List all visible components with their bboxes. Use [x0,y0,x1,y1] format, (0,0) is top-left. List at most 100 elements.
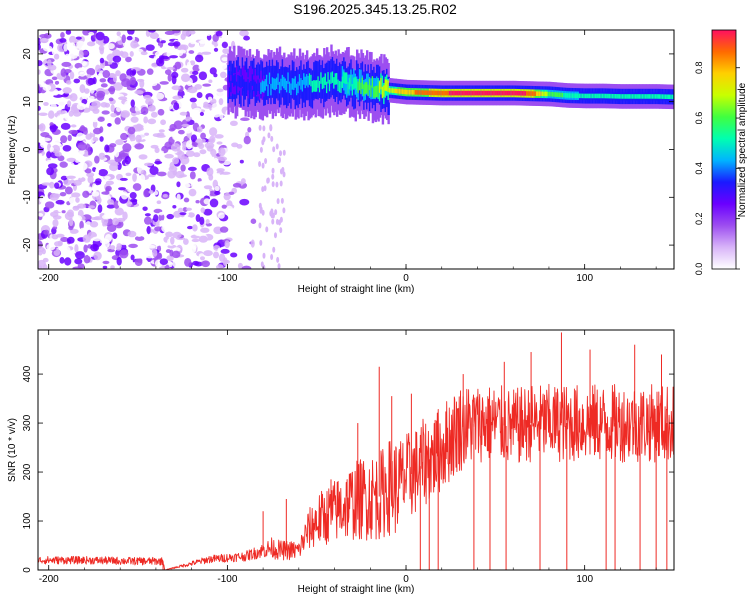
spectrogram-ridge-cell [464,90,468,96]
spectrogram-ridge-cell [248,67,252,89]
spectrogram-noise-cell [189,171,196,180]
spectrogram-noise-cell [237,262,243,269]
spectrogram-ridge-cell [496,90,499,96]
y-tick-label: 400 [22,365,33,382]
spectrogram-noise-cell [275,143,279,150]
spectrogram-noise-cell [45,159,54,165]
spectrogram-ridge-cell [360,69,363,91]
spectrogram-noise-cell [59,223,67,230]
spectrogram-noise-cell [76,102,86,110]
spectrogram-ridge-cell [381,75,385,97]
spectrogram-noise-cell [120,110,131,118]
spectrogram-noise-cell [164,103,173,110]
spectrogram-ridge-cell [295,83,299,96]
spectrogram-ridge-cell [406,89,409,95]
spectrogram-ridge-cell [324,77,327,99]
spectrogram-noise-cell [143,162,154,167]
spectrogram-ridge-cell [370,85,373,97]
spectrogram-noise-cell [86,262,96,267]
spectrogram-ridge-cell [353,71,356,110]
spectrogram-ridge-cell [410,89,413,95]
spectrogram-noise-cell [71,149,77,159]
spectrogram-ridge-cell [497,90,500,96]
spectrogram-noise-cell [199,216,205,225]
spectrogram-noise-cell [201,260,211,268]
spectrogram-ridge-cell [228,71,232,83]
spectrogram-noise-cell [108,97,114,102]
spectrogram-ridge-cell [474,90,478,96]
spectrogram-noise-cell [137,30,147,35]
spectrogram-noise-cell [258,222,262,229]
spectrogram-ridge-cell [664,94,668,99]
spectrogram-ridge-cell [461,90,465,96]
spectrogram-noise-cell [96,92,105,101]
spectrogram-noise-cell [119,249,129,259]
spectrogram-noise-cell [164,141,174,150]
spectrogram-ridge-cell [473,90,476,96]
spectrogram-ridge-cell [491,90,495,96]
spectrogram-noise-cell [137,212,144,219]
spectrogram-ridge-cell [327,75,330,97]
spectrogram-noise-cell [75,159,80,163]
snr-spikes [162,332,668,570]
y-tick-label: 10 [22,96,33,108]
spectrogram-noise-cell [217,62,228,70]
spectrogram-noise-cell [208,79,213,84]
spectrogram-ridge-cell [338,70,342,92]
spectrogram-noise-cell [208,96,213,101]
spectrogram-noise-cell [68,217,74,227]
spectrogram-ridge-cell [337,79,340,92]
spectrogram-noise-cell [51,234,59,240]
spectrogram-ridge-cell [244,69,247,91]
spectrogram-ridge-cell [611,93,615,99]
spectrogram-ridge-cell [634,94,638,99]
spectrogram-ridge-cell [660,94,663,99]
spectrogram-noise-cell [38,173,41,178]
spectrogram-noise-cell [114,149,120,158]
x-tick-label: -200 [39,273,59,284]
spectrogram-noise-cell [182,94,191,99]
spectrogram-ridge-cell [386,79,389,92]
spectrogram-ridge-cell [654,94,658,99]
spectrogram-ridge-cell [657,94,660,99]
spectrogram-ridge-cell [440,90,443,96]
spectrogram-noise-cell [156,132,165,136]
spectrogram-ridge-cell [478,90,482,96]
spectrogram-noise-cell [200,132,206,140]
spectrogram-noise-cell [78,126,88,132]
spectrogram-ridge-cell [261,80,265,92]
spectrogram-noise-cell [52,226,58,230]
spectrogram-noise-cell [258,202,262,209]
spectrogram-noise-cell [120,191,129,200]
spectrogram-ridge-cell [598,93,602,99]
spectrogram-noise-cell [188,188,197,197]
spectrogram-noise-cell [202,103,213,109]
spectrogram-ridge-cell [390,88,393,93]
spectrogram-noise-cell [135,134,142,143]
spectrogram-ridge-cell [358,78,362,91]
spectrogram-noise-cell [172,134,182,141]
spectrogram-ridge-cell [260,82,263,94]
spectrogram-noise-cell [97,73,103,78]
spectrogram-noise-cell [99,78,107,83]
spectrogram-noise-cell [187,166,197,171]
spectrogram-ridge-cell [423,90,426,95]
spectrogram-noise-cell [282,207,286,214]
spectrogram-ridge-cell [308,73,312,85]
spectrogram-noise-cell [154,147,160,154]
spectrogram-noise-cell [38,43,41,51]
spectrogram-noise-cell [69,228,79,234]
spectrogram-noise-cell [54,151,62,157]
spectrogram-ridge-cell [527,91,530,96]
spectrogram-noise-cell [55,199,65,205]
spectrogram-noise-cell [107,61,113,65]
spectrogram-noise-cell [106,204,115,209]
spectrogram-ridge-cell [421,90,425,95]
spectrogram-noise-cell [271,173,275,180]
spectrogram-noise-cell [83,118,93,128]
spectrogram-ridge-cell [254,81,257,94]
spectrogram-y-ticks: -20 -10 0 10 20 [22,48,674,252]
spectrogram-noise-cell [250,239,255,248]
spectrogram-noise-cell [165,231,173,238]
